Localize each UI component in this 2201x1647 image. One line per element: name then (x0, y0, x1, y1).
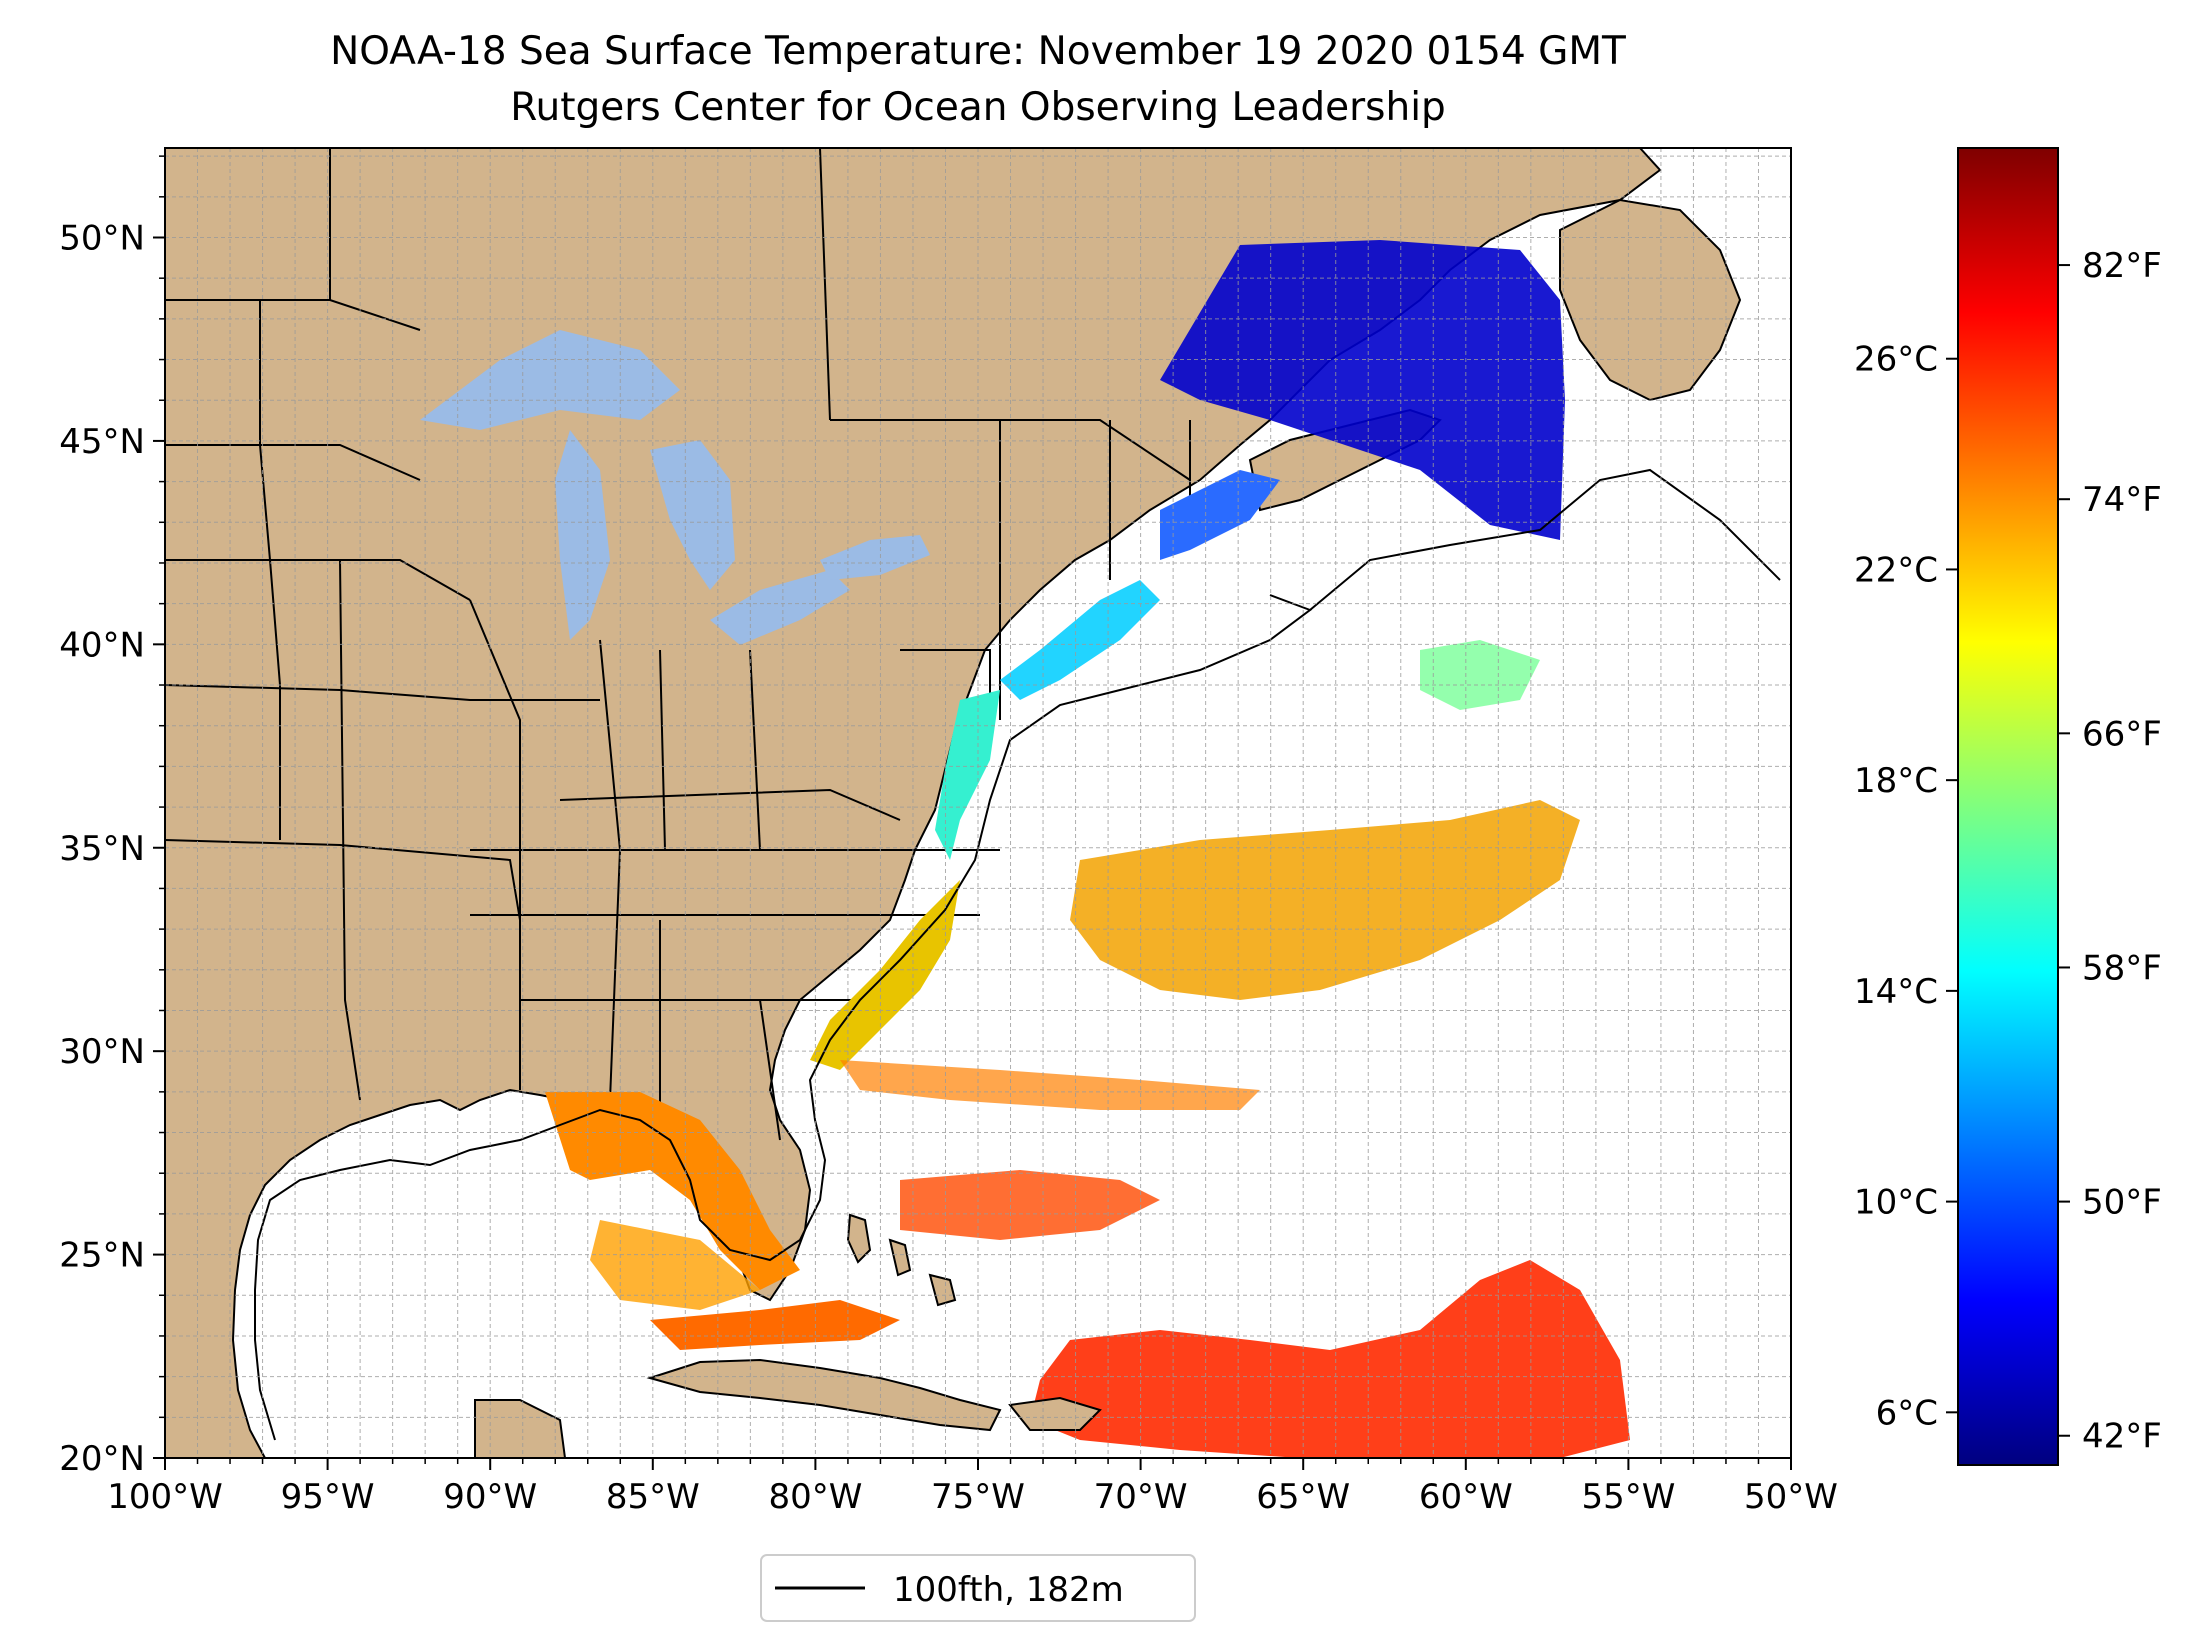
colorbar-fahrenheit-axis: 42°F 50°F 58°F 66°F 74°F 82°F (2058, 246, 2162, 1457)
isobath-100fth-north (1309, 468, 1781, 611)
colorbar-gradient (1957, 147, 2059, 1466)
land-caribbean (474, 1213, 1102, 1458)
lat-tick-label: 30°N (59, 1032, 145, 1072)
lake-superior (420, 330, 680, 430)
celsius-tick-label: 18°C (1854, 761, 1938, 801)
legend: 100fth, 182m (760, 1554, 1196, 1622)
lon-tick-label: 95°W (281, 1477, 375, 1517)
fahrenheit-tick-label: 58°F (2082, 948, 2162, 988)
sst-field (545, 240, 1630, 1458)
celsius-tick-label: 22°C (1854, 550, 1938, 590)
fahrenheit-tick-label: 74°F (2082, 480, 2162, 520)
sst-new-england-shelf (1000, 580, 1160, 700)
title-line-1: NOAA-18 Sea Surface Temperature: Novembe… (330, 29, 1626, 74)
land-bahamas-2 (888, 1238, 912, 1277)
lon-tick-label: 70°W (1094, 1477, 1188, 1517)
lake-huron (650, 440, 735, 590)
sst-gulf-stream-region (1070, 800, 1580, 1000)
land-cuba (646, 1358, 1002, 1432)
sst-sargasso-south (1030, 1260, 1630, 1458)
lon-tick-label: 80°W (768, 1477, 862, 1517)
celsius-tick-label: 14°C (1854, 972, 1938, 1012)
lat-tick-label: 25°N (59, 1236, 145, 1276)
lon-tick-label: 55°W (1581, 1477, 1675, 1517)
great-lakes (420, 330, 930, 645)
land-newfoundland (1559, 198, 1742, 402)
lat-tick-label: 20°N (59, 1439, 145, 1479)
lake-erie (710, 570, 850, 645)
lat-lon-grid (165, 148, 1791, 1458)
lon-tick-label: 65°W (1256, 1477, 1350, 1517)
longitude-axis: 100°W 95°W 90°W 85°W 80°W 75°W 70°W 65°W 60°W 55°… (107, 1458, 1838, 1517)
celsius-tick-label: 6°C (1876, 1393, 1938, 1433)
lon-tick-label: 50°W (1744, 1477, 1838, 1517)
lon-tick-label: 90°W (443, 1477, 537, 1517)
sst-cold-gulf-st-lawrence (1160, 240, 1565, 540)
fahrenheit-tick-label: 82°F (2082, 246, 2162, 286)
lake-michigan (555, 430, 610, 640)
celsius-tick-label: 26°C (1854, 340, 1938, 380)
lat-tick-label: 45°N (59, 422, 145, 462)
sst-bahamas-north (900, 1170, 1160, 1240)
sst-eastern-gulf (590, 1220, 760, 1310)
lat-tick-label: 35°N (59, 829, 145, 869)
legend-label: 100fth, 182m (893, 1570, 1124, 1610)
latitude-axis: 20°N 25°N 30°N 35°N 40°N 45°N 50°N (59, 155, 165, 1479)
lat-tick-label: 40°N (59, 625, 145, 665)
state-borders (165, 148, 1191, 1141)
fahrenheit-tick-label: 50°F (2082, 1183, 2162, 1223)
lon-tick-label: 85°W (606, 1477, 700, 1517)
lon-tick-label: 100°W (107, 1477, 223, 1517)
lon-tick-label: 75°W (931, 1477, 1025, 1517)
sst-mid-atlantic-shelf (935, 690, 1000, 860)
sst-gulf-of-maine (1160, 470, 1280, 560)
colorbar-celsius-axis: 6°C 10°C 14°C 18°C 22°C 26°C (1854, 340, 1958, 1433)
sst-florida-straits (650, 1300, 900, 1350)
celsius-tick-label: 10°C (1854, 1183, 1938, 1223)
sst-map[interactable] (165, 148, 1791, 1458)
colorbar: 6°C 10°C 14°C 18°C 22°C 26°C 42°F 50°F 58°F 66°F… (1854, 147, 2162, 1466)
sst-west-florida (545, 1092, 800, 1290)
lat-tick-label: 50°N (59, 219, 145, 259)
sst-slope-water (1420, 640, 1540, 710)
lon-tick-label: 60°W (1419, 1477, 1513, 1517)
land-hispaniola (1008, 1396, 1102, 1431)
title-line-2: Rutgers Center for Ocean Observing Leade… (510, 85, 1446, 130)
fahrenheit-tick-label: 66°F (2082, 714, 2162, 754)
legend-box (760, 1554, 1196, 1622)
fahrenheit-tick-label: 42°F (2082, 1417, 2162, 1457)
land-yucatan (474, 1399, 567, 1458)
